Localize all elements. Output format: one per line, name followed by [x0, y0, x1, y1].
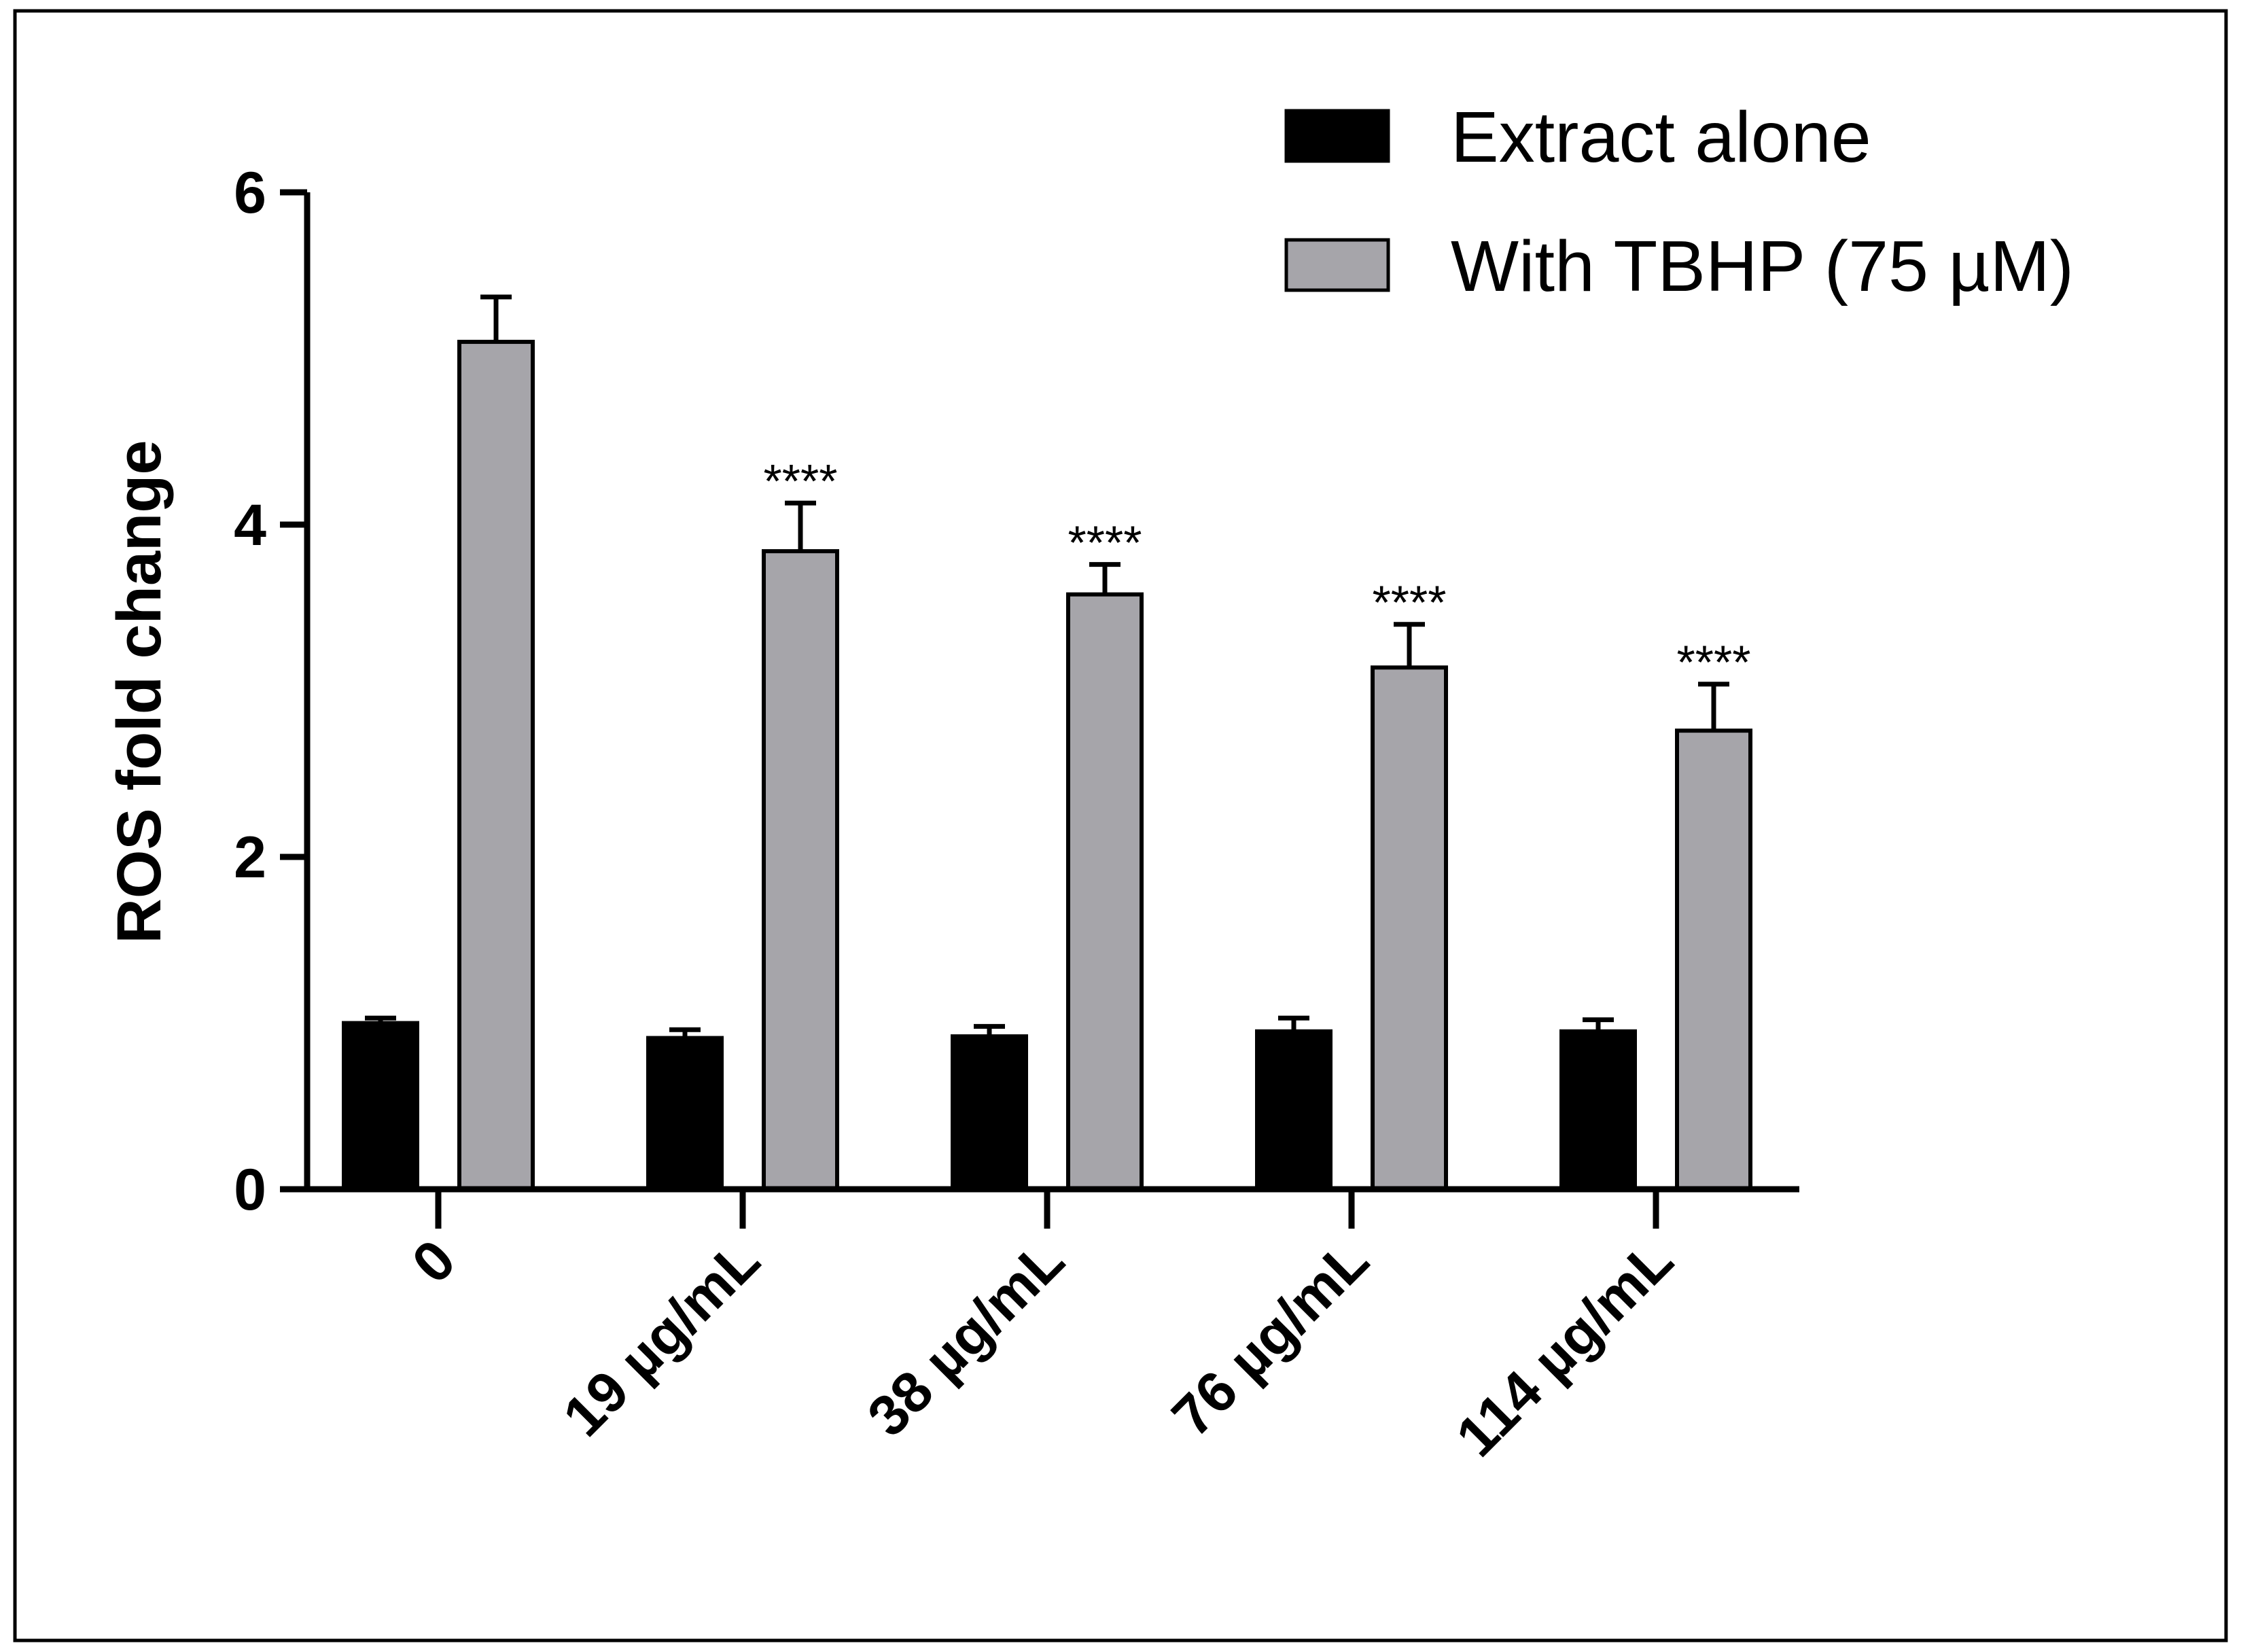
y-axis-label: ROS fold change [105, 440, 174, 943]
bar-extract-alone-0 [342, 1021, 419, 1191]
bar-with-tbhp-2 [1066, 592, 1144, 1191]
y-tick-label: 6 [234, 160, 266, 226]
bar-with-tbhp-3 [1371, 665, 1448, 1191]
legend-label-with-tbhp: With TBHP (75 µM) [1451, 226, 2074, 306]
bar-extract-alone-2 [951, 1034, 1028, 1192]
significance-marker: **** [1068, 516, 1142, 569]
bar-with-tbhp-4 [1675, 728, 1752, 1192]
legend-swatch-extract-alone [1284, 109, 1390, 163]
legend-swatch-with-tbhp [1284, 238, 1390, 292]
legend-label-extract-alone: Extract alone [1451, 97, 1871, 177]
significance-marker: **** [764, 455, 838, 508]
significance-marker: **** [1373, 576, 1447, 629]
y-tick-label: 4 [234, 493, 266, 558]
significance-marker: **** [1677, 636, 1751, 689]
legend: Extract alone With TBHP (75 µM) [1284, 97, 2074, 306]
y-tick-label: 0 [234, 1157, 266, 1223]
bar-extract-alone-4 [1559, 1029, 1637, 1191]
bar-with-tbhp-1 [762, 549, 839, 1191]
bar-extract-alone-3 [1255, 1029, 1333, 1191]
y-tick-label: 2 [234, 825, 266, 890]
bar-with-tbhp-0 [457, 340, 535, 1191]
bar-extract-alone-1 [646, 1036, 724, 1191]
